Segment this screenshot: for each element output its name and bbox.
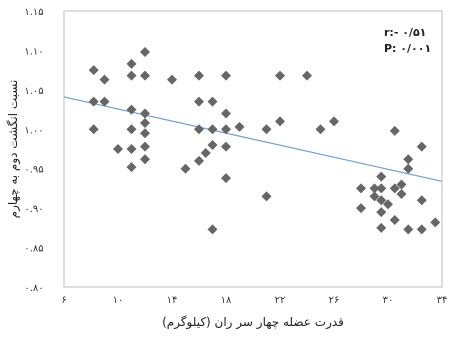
data-point: [207, 96, 218, 107]
data-point: [315, 124, 326, 135]
data-point: [261, 124, 272, 135]
y-tick-label: ۰.۸۵: [24, 244, 43, 255]
data-point: [194, 124, 204, 135]
x-tick-label: ۲۶: [329, 295, 340, 306]
y-tick-label: ۰.۸۰: [24, 283, 43, 294]
x-tick-label: ۲۲: [275, 295, 286, 306]
data-point: [396, 179, 407, 190]
data-points: [88, 47, 441, 235]
data-point: [416, 195, 427, 206]
data-point: [140, 141, 150, 152]
data-point: [126, 70, 137, 81]
data-point: [221, 141, 231, 152]
data-point: [376, 183, 387, 194]
y-tick-label: ۱.۱۰: [24, 46, 43, 57]
data-point: [275, 70, 285, 81]
x-axis-title: قدرت عضله چهار سر ران (کیلوگرم): [162, 315, 344, 330]
x-tick-label: ۶: [61, 295, 66, 306]
y-tick-label: ۰.۹۵: [24, 165, 43, 176]
data-point: [88, 96, 99, 107]
data-point: [140, 154, 150, 165]
data-point: [126, 162, 137, 173]
x-axis-ticks: ۶ ۱۰ ۱۴ ۱۸ ۲۲ ۲۶ ۳۰ ۳۴: [61, 295, 447, 306]
data-point: [389, 183, 400, 194]
data-point: [234, 121, 245, 132]
data-point: [99, 74, 110, 85]
data-point: [221, 124, 231, 135]
data-point: [369, 191, 380, 202]
data-point: [113, 144, 123, 154]
data-point: [207, 140, 218, 151]
data-point: [376, 171, 387, 182]
data-point: [261, 191, 272, 202]
data-point: [167, 74, 177, 85]
data-point: [140, 108, 150, 119]
data-point: [369, 183, 380, 194]
data-point: [403, 154, 414, 165]
y-axis-ticks: ۰.۸۰ ۰.۸۵ ۰.۹۰ ۰.۹۵ ۱.۰۰ ۱.۰۵ ۱.۱۰ ۱.۱۵: [24, 7, 43, 294]
data-point: [430, 217, 441, 228]
y-tick-label: ۰.۹۰: [24, 204, 43, 215]
data-point: [376, 207, 387, 218]
data-point: [140, 47, 150, 58]
data-point: [383, 199, 393, 210]
r-stat: r:- ۰/۵۱: [384, 26, 426, 39]
data-point: [200, 147, 211, 158]
y-tick-label: ۱.۰۰: [24, 125, 43, 136]
data-point: [126, 144, 137, 154]
data-point: [416, 141, 427, 152]
data-point: [329, 116, 339, 127]
data-point: [356, 203, 366, 214]
data-point: [126, 124, 137, 135]
data-point: [194, 155, 204, 166]
trendline-layer: [63, 96, 443, 182]
x-tick-label: ۱۸: [221, 295, 232, 306]
data-point: [88, 124, 99, 135]
y-tick-label: ۱.۱۵: [24, 7, 43, 18]
data-point: [302, 70, 312, 81]
data-point: [403, 163, 414, 174]
data-point: [356, 183, 366, 194]
data-point: [194, 96, 204, 107]
data-point: [221, 108, 231, 119]
p-stat: P: ۰/۰۰۱: [384, 42, 431, 55]
data-point: [221, 173, 231, 184]
plot-frame: [63, 10, 443, 288]
data-point: [99, 96, 110, 107]
x-tick-label: ۳۰: [383, 295, 394, 306]
data-point: [221, 70, 231, 81]
data-point: [396, 188, 407, 199]
data-point: [376, 195, 387, 206]
trendline: [63, 96, 443, 182]
data-point: [140, 128, 150, 139]
data-point: [126, 58, 137, 69]
data-point: [376, 222, 387, 233]
data-point: [403, 224, 414, 235]
data-point: [389, 214, 400, 225]
y-tick-label: ۱.۰۵: [24, 86, 43, 97]
data-point: [140, 70, 150, 81]
data-point: [416, 224, 427, 235]
data-point: [194, 70, 204, 81]
x-tick-label: ۳۴: [437, 295, 448, 306]
data-point: [389, 125, 400, 136]
x-tick-label: ۱۰: [113, 295, 124, 306]
x-tick-label: ۱۴: [167, 295, 178, 306]
data-point: [180, 163, 191, 174]
data-point: [207, 224, 218, 235]
data-point: [275, 116, 285, 127]
y-axis-title: نسبت انگشت دوم به چهارم: [6, 80, 21, 219]
data-point: [140, 117, 150, 128]
data-point: [126, 104, 137, 115]
data-point: [88, 65, 99, 76]
data-point: [207, 124, 218, 135]
